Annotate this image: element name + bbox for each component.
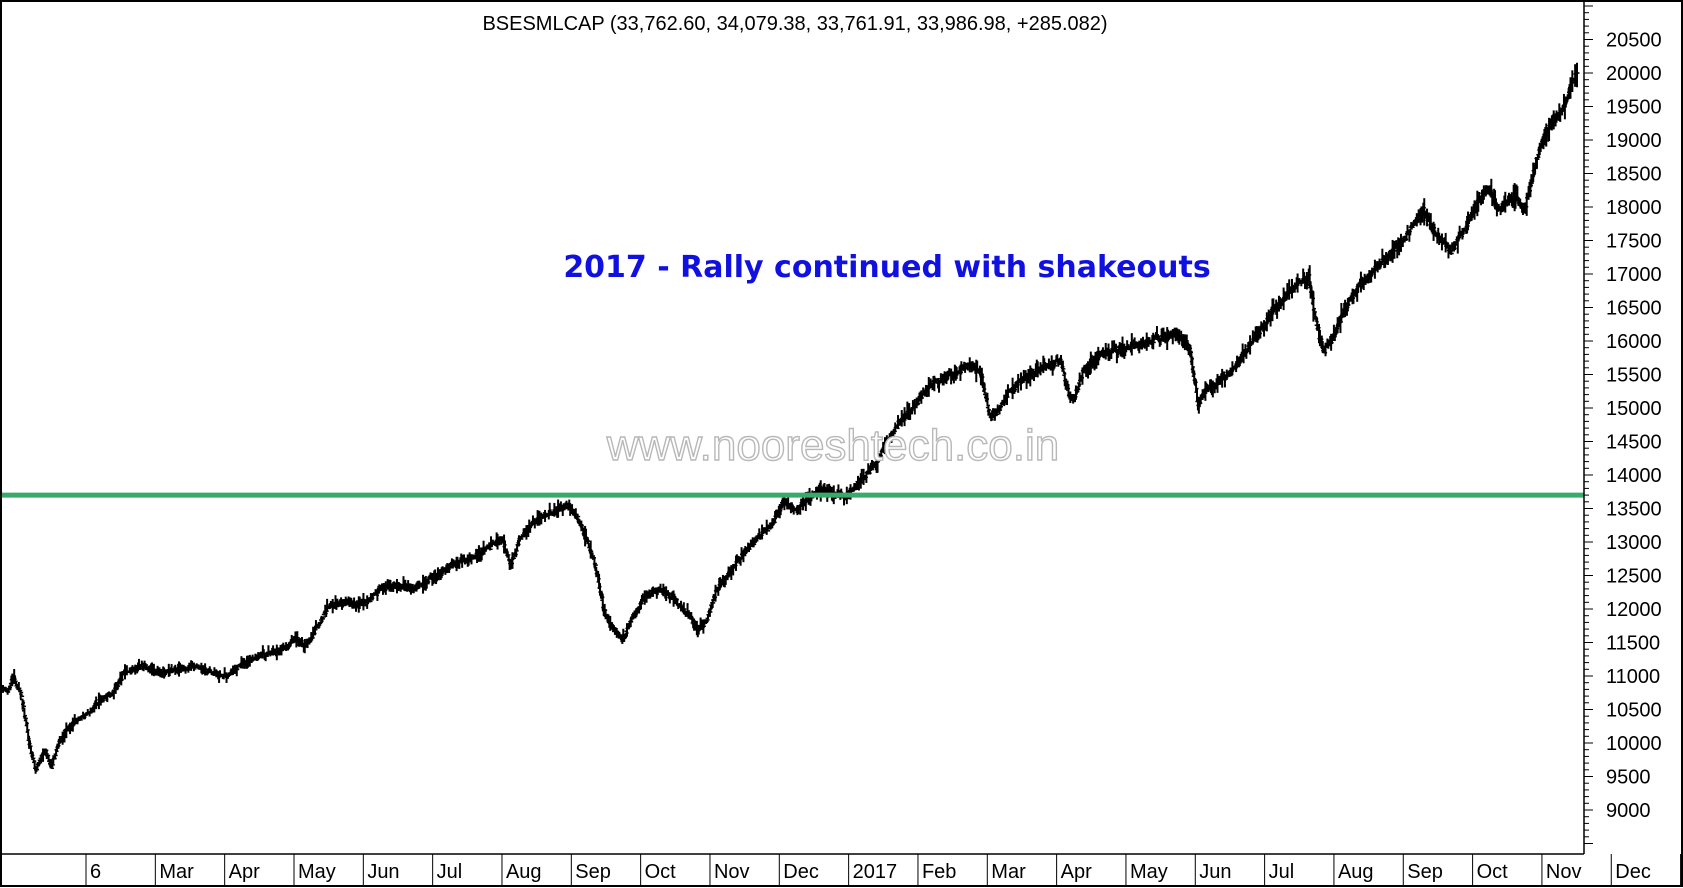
y-tick-label: 14000 xyxy=(1606,465,1662,487)
y-tick-label: 10000 xyxy=(1606,733,1662,755)
x-tick-label: Dec xyxy=(783,861,819,883)
x-tick-label: Oct xyxy=(645,861,677,883)
y-tick-label: 10500 xyxy=(1606,700,1662,722)
x-tick-label: Mar xyxy=(159,861,194,883)
x-tick-label: Nov xyxy=(714,861,750,883)
x-tick-label: Dec xyxy=(1615,861,1651,883)
ohlc-bar xyxy=(704,619,710,623)
y-tick-label: 9500 xyxy=(1606,767,1651,789)
ohlc-bar xyxy=(1574,62,1580,88)
x-tick-label: Aug xyxy=(506,861,542,883)
y-tick-label: 12000 xyxy=(1606,599,1662,621)
chart-annotation: 2017 - Rally continued with shakeouts xyxy=(563,250,1210,285)
ohlc-bar xyxy=(19,693,25,698)
y-tick-label: 20500 xyxy=(1606,30,1662,52)
y-tick-label: 14500 xyxy=(1606,432,1662,454)
x-tick-label: Sep xyxy=(1407,861,1443,883)
ohlc-bar xyxy=(1337,318,1343,334)
x-tick-label: Aug xyxy=(1338,861,1374,883)
y-tick-label: 18000 xyxy=(1606,197,1662,219)
y-tick-label: 18500 xyxy=(1606,164,1662,186)
ohlc-bar xyxy=(665,590,671,595)
y-tick-label: 17000 xyxy=(1606,264,1662,286)
x-tick-label: 6 xyxy=(90,861,101,883)
price-bars xyxy=(0,62,1580,774)
y-tick-label: 12500 xyxy=(1606,566,1662,588)
chart-title: BSESMLCAP (33,762.60, 34,079.38, 33,761.… xyxy=(482,13,1107,35)
x-tick-label: 2017 xyxy=(853,861,898,883)
x-tick-label: Nov xyxy=(1546,861,1582,883)
x-tick-label: Jul xyxy=(1269,861,1295,883)
ohlc-bar xyxy=(1407,228,1413,236)
x-tick-label: Apr xyxy=(1061,861,1092,883)
y-tick-label: 15500 xyxy=(1606,365,1662,387)
watermark: www.nooreshtech.co.in xyxy=(606,421,1059,470)
x-tick-label: Mar xyxy=(991,861,1026,883)
x-tick-label: Apr xyxy=(229,861,260,883)
x-tick-label: May xyxy=(1130,861,1168,883)
x-tick-label: Feb xyxy=(922,861,956,883)
y-tick-label: 16000 xyxy=(1606,331,1662,353)
x-tick-label: Jul xyxy=(437,861,463,883)
ohlc-bar xyxy=(1310,291,1316,322)
ohlc-bar xyxy=(20,700,26,709)
ohlc-bar xyxy=(30,752,36,760)
x-tick-label: Jun xyxy=(367,861,399,883)
y-tick-label: 16500 xyxy=(1606,298,1662,320)
y-tick-label: 11000 xyxy=(1606,666,1660,688)
x-tick-label: Sep xyxy=(575,861,611,883)
y-tick-label: 19500 xyxy=(1606,97,1662,119)
y-tick-label: 13000 xyxy=(1606,532,1662,554)
x-tick-label: Oct xyxy=(1477,861,1509,883)
y-tick-label: 13500 xyxy=(1606,499,1662,521)
y-tick-label: 15000 xyxy=(1606,398,1662,420)
x-tick-label: May xyxy=(298,861,336,883)
ohlc-bar xyxy=(1060,360,1066,372)
y-tick-label: 11500 xyxy=(1606,633,1660,655)
y-tick-label: 19000 xyxy=(1606,130,1662,152)
x-tick-label: Jun xyxy=(1199,861,1231,883)
y-tick-label: 9000 xyxy=(1606,800,1651,822)
y-tick-label: 17500 xyxy=(1606,231,1662,253)
y-tick-label: 20000 xyxy=(1606,63,1662,85)
ohlc-bar xyxy=(510,557,516,561)
ohlc-bar xyxy=(49,764,55,768)
y-axis: 9000 9500 10000 10500 11000 11500 12000 12500 13… xyxy=(1583,0,1662,854)
x-axis: 6 Mar Apr May Jun Jul Aug Sep Oct Nov Dec 2017 Feb Ma… xyxy=(0,853,1682,887)
